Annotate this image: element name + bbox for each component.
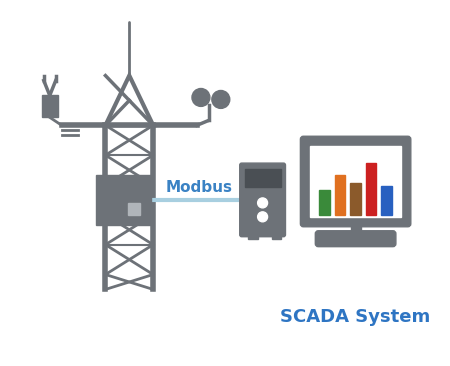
Bar bbox=[96, 175, 151, 225]
Bar bbox=[335, 175, 345, 215]
Text: Modbus: Modbus bbox=[166, 180, 233, 195]
FancyBboxPatch shape bbox=[315, 231, 396, 247]
Bar bbox=[366, 163, 376, 215]
Circle shape bbox=[257, 212, 268, 222]
Circle shape bbox=[257, 198, 268, 208]
Bar bbox=[382, 186, 392, 215]
Text: SCADA System: SCADA System bbox=[280, 308, 430, 326]
Bar bbox=[42, 96, 58, 117]
FancyBboxPatch shape bbox=[240, 163, 285, 237]
Bar bbox=[351, 222, 360, 236]
Bar bbox=[128, 203, 140, 215]
Circle shape bbox=[192, 89, 210, 107]
Bar bbox=[248, 233, 257, 239]
Bar bbox=[245, 169, 280, 187]
Bar bbox=[351, 183, 361, 215]
Bar bbox=[271, 233, 282, 239]
Bar bbox=[320, 190, 330, 215]
Bar bbox=[310, 146, 401, 217]
FancyBboxPatch shape bbox=[301, 136, 411, 227]
Circle shape bbox=[212, 90, 230, 108]
